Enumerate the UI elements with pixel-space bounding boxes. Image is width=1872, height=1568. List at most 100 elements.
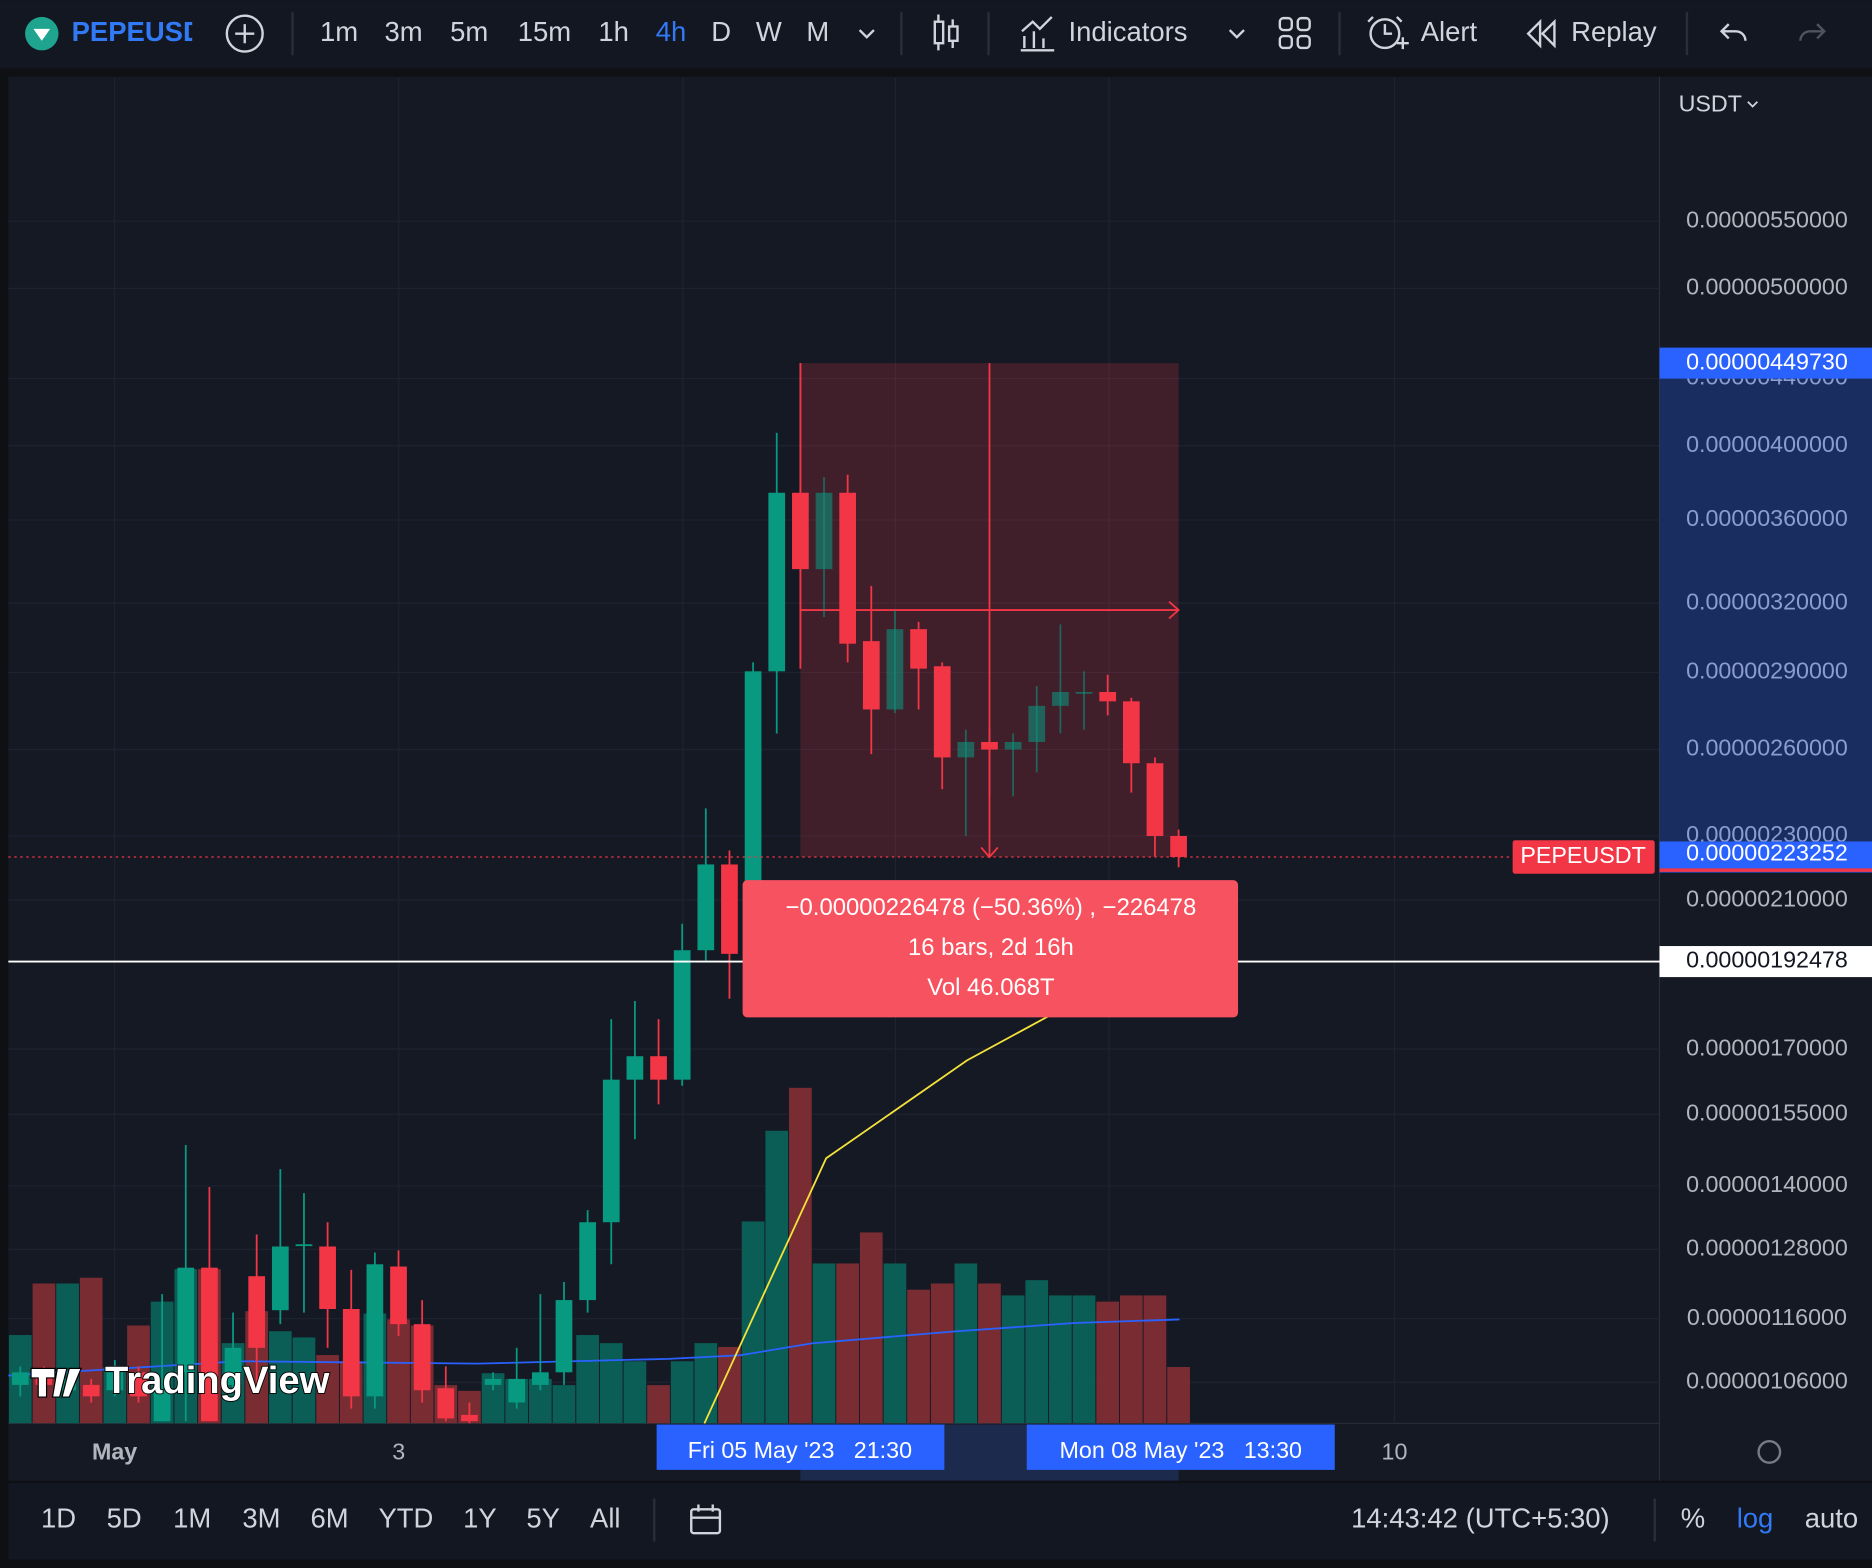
undo[interactable] — [1719, 23, 1747, 41]
candle-body — [650, 1056, 667, 1080]
volume-bar — [836, 1263, 859, 1424]
y-tick-label: 0.00000360000 — [1686, 505, 1848, 531]
volume-bar — [316, 1355, 339, 1424]
candle-body — [981, 741, 998, 750]
x-tick-label: May — [92, 1438, 137, 1464]
interval[interactable]: 15m — [518, 16, 571, 47]
interval[interactable]: M — [806, 16, 829, 47]
currency[interactable]: USDT — [1679, 90, 1742, 116]
range-button[interactable]: 1D — [41, 1502, 76, 1533]
candle-body — [673, 950, 691, 1080]
candle-body — [248, 1276, 266, 1348]
redo[interactable] — [1799, 23, 1826, 41]
interval[interactable]: 1m — [320, 16, 358, 47]
volume-bar — [1072, 1295, 1096, 1424]
candle-body — [910, 629, 927, 669]
interval[interactable]: D — [711, 16, 731, 47]
candle-body — [437, 1388, 455, 1419]
candle-body — [862, 641, 880, 710]
range-high-label: 0.00000449730 — [1686, 348, 1848, 374]
indicators-icon[interactable] — [1020, 16, 1055, 52]
logo-glyph — [33, 28, 51, 41]
range-button[interactable]: 5Y — [526, 1502, 560, 1533]
add-symbol[interactable] — [225, 14, 264, 53]
candle-body — [697, 864, 715, 951]
last-price-box — [1659, 841, 1872, 873]
interval[interactable]: W — [756, 16, 782, 47]
volume-bar — [694, 1343, 718, 1424]
alert[interactable]: Alert — [1421, 16, 1478, 47]
y-tick-label: 0.00000260000 — [1686, 735, 1848, 761]
y-tick-label: 0.00000400000 — [1686, 431, 1848, 457]
range-button[interactable]: YTD — [378, 1502, 433, 1533]
range-button[interactable]: All — [590, 1502, 621, 1533]
candle-body — [342, 1309, 360, 1397]
volume-bar — [812, 1263, 836, 1424]
candle-body — [792, 492, 809, 570]
candle-body — [484, 1378, 502, 1385]
candle-body — [1052, 691, 1069, 706]
volume-bar — [670, 1361, 694, 1424]
volume-bar — [1119, 1295, 1143, 1424]
indicators-menu[interactable] — [1228, 29, 1245, 39]
range-button[interactable]: 1Y — [463, 1502, 497, 1533]
candle-body — [555, 1300, 573, 1373]
volume-bar — [954, 1263, 978, 1424]
volume-bar — [552, 1385, 576, 1424]
currency-menu[interactable] — [1747, 101, 1759, 108]
range-button[interactable]: 3M — [242, 1502, 280, 1533]
volume-bar — [883, 1263, 907, 1424]
candle-body — [602, 1079, 620, 1223]
volume-bar — [1167, 1367, 1190, 1424]
y-tick-label: 0.00000320000 — [1686, 588, 1848, 614]
chart-type[interactable] — [933, 14, 959, 51]
settings[interactable] — [1757, 1440, 1782, 1464]
log-toggle[interactable]: log — [1737, 1502, 1774, 1533]
interval[interactable]: 5m — [450, 16, 488, 47]
volume-bar — [789, 1087, 812, 1424]
percent-toggle[interactable]: % — [1681, 1502, 1705, 1533]
candle-body — [153, 1390, 171, 1422]
volume-bar — [907, 1289, 930, 1424]
volume-bar — [529, 1378, 552, 1424]
interval[interactable]: 4h — [656, 16, 687, 47]
volume-bar — [268, 1331, 292, 1424]
range-arrow-head — [1168, 601, 1180, 620]
y-tick-label: 0.00000116000 — [1687, 1304, 1847, 1330]
candle-body — [1099, 691, 1117, 702]
range-button[interactable]: 5D — [107, 1502, 142, 1533]
crosshair-box — [1659, 946, 1872, 978]
more-intervals[interactable] — [858, 29, 875, 39]
range-end-box — [1026, 1424, 1335, 1470]
symbol[interactable]: PEPEUSDT — [72, 16, 220, 47]
alert-icon[interactable] — [1367, 16, 1409, 50]
layout-icon[interactable] — [1278, 16, 1311, 50]
interval[interactable]: 3m — [384, 16, 422, 47]
range-end: Mon 08 May '23 13:30 — [1060, 1437, 1302, 1463]
axis-range-highlight — [1659, 363, 1872, 857]
auto-toggle[interactable]: auto — [1805, 1502, 1858, 1533]
candle-body — [815, 492, 833, 570]
measure-text: 16 bars, 2d 16h — [908, 934, 1074, 961]
candle-body — [1170, 835, 1187, 857]
candle-body — [768, 492, 786, 672]
volume-bar — [599, 1343, 623, 1424]
candle-body — [626, 1056, 644, 1080]
y-tick-label: 0.00000155000 — [1686, 1099, 1848, 1125]
range-button[interactable]: 1M — [173, 1502, 211, 1533]
candle-body — [1028, 705, 1046, 742]
volume-bar — [741, 1221, 765, 1424]
range-button[interactable]: 6M — [310, 1502, 348, 1533]
replay-icon[interactable] — [1526, 18, 1556, 49]
goto-date[interactable] — [690, 1504, 722, 1535]
y-tick-label: 0.00000500000 — [1686, 274, 1848, 300]
candle-body — [1004, 741, 1022, 750]
symbol-label: PEPEUSDT — [1520, 842, 1645, 868]
volume-bar — [859, 1232, 883, 1424]
interval[interactable]: 1h — [598, 16, 629, 47]
candle-body — [82, 1384, 100, 1397]
indicators[interactable]: Indicators — [1069, 16, 1188, 47]
candle-body — [1075, 691, 1093, 694]
replay[interactable]: Replay — [1571, 16, 1657, 47]
volume-bar — [765, 1130, 789, 1424]
